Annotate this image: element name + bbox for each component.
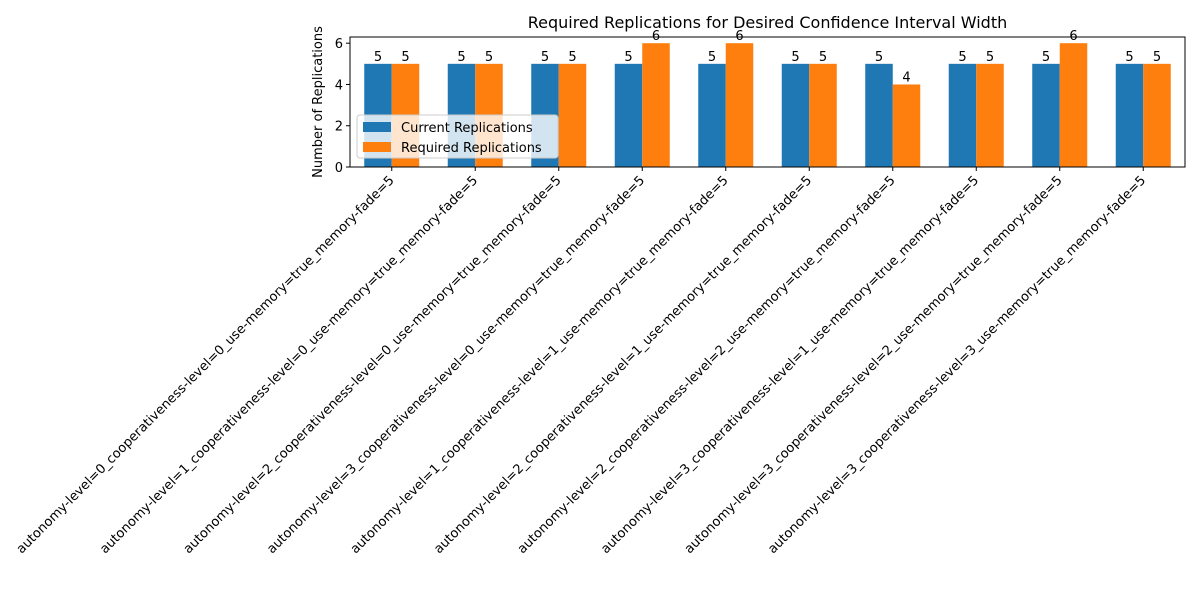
bar-current-7 [948, 63, 977, 168]
bar-current-3 [614, 63, 643, 168]
x-tick-label: autonomy-level=3_cooperativeness-level=3… [765, 173, 1149, 557]
bar-value-label: 5 [1042, 50, 1050, 65]
bar-current-9 [1115, 63, 1144, 168]
bar-value-label: 5 [875, 50, 883, 65]
y-tick-label: 0 [335, 161, 343, 176]
bar-value-label: 5 [485, 50, 493, 65]
legend: Current Replications Required Replication… [356, 114, 559, 159]
axes-group: autonomy-level=0_cooperativeness-level=0… [14, 36, 1186, 557]
bar-required-3 [642, 43, 670, 167]
bar-value-label: 5 [568, 50, 576, 65]
bar-required-7 [976, 63, 1004, 168]
x-tick-label: autonomy-level=3_cooperativeness-level=2… [682, 173, 1066, 557]
x-tick-label: autonomy-level=3_cooperativeness-level=1… [598, 173, 982, 557]
x-tick-label: autonomy-level=0_cooperativeness-level=0… [14, 173, 398, 557]
bar-value-label: 5 [457, 50, 465, 65]
bar-value-label: 5 [1125, 50, 1133, 65]
bar-required-2 [558, 63, 587, 168]
bar-value-label: 5 [541, 50, 549, 65]
legend-swatch [363, 142, 391, 152]
bar-value-label: 5 [401, 50, 409, 65]
bar-required-9 [1143, 63, 1171, 168]
bar-value-label: 5 [958, 50, 966, 65]
x-tick-label: autonomy-level=1_cooperativeness-level=1… [348, 173, 732, 557]
plot-frame [349, 36, 1186, 168]
legend-swatch [363, 122, 391, 132]
bar-value-label: 5 [986, 50, 994, 65]
bar-value-label: 5 [819, 50, 827, 65]
y-tick-label: 6 [335, 37, 343, 52]
y-tick-label: 2 [335, 120, 343, 135]
y-tick-label: 4 [335, 78, 343, 93]
chart-title: Required Replications for Desired Confid… [528, 13, 1008, 32]
bar-current-8 [1032, 63, 1060, 168]
x-tick-label: autonomy-level=3_cooperativeness-level=0… [264, 173, 648, 557]
x-tick-label: autonomy-level=1_cooperativeness-level=0… [97, 173, 481, 557]
bar-value-label: 5 [624, 50, 632, 65]
legend-label: Required Replications [401, 141, 542, 156]
bar-current-4 [698, 63, 726, 168]
x-tick-label: autonomy-level=2_cooperativeness-level=0… [181, 173, 565, 557]
bar-required-5 [809, 63, 837, 168]
x-tick-label: autonomy-level=2_cooperativeness-level=1… [431, 173, 815, 557]
legend-box [356, 114, 559, 159]
bar-current-6 [865, 63, 893, 168]
bar-value-label: 4 [902, 70, 910, 85]
y-axis-label: Number of Replications [311, 26, 326, 178]
bar-value-label: 5 [708, 50, 716, 65]
bar-value-label: 5 [374, 50, 382, 65]
bar-current-5 [781, 63, 810, 168]
bar-required-4 [725, 43, 754, 167]
bar-required-6 [892, 84, 921, 167]
legend-label: Current Replications [401, 121, 533, 136]
bar-value-label: 5 [791, 50, 799, 65]
bar-value-label: 5 [1153, 50, 1161, 65]
x-tick-label: autonomy-level=2_cooperativeness-level=2… [515, 173, 899, 557]
bar-required-8 [1059, 43, 1088, 167]
